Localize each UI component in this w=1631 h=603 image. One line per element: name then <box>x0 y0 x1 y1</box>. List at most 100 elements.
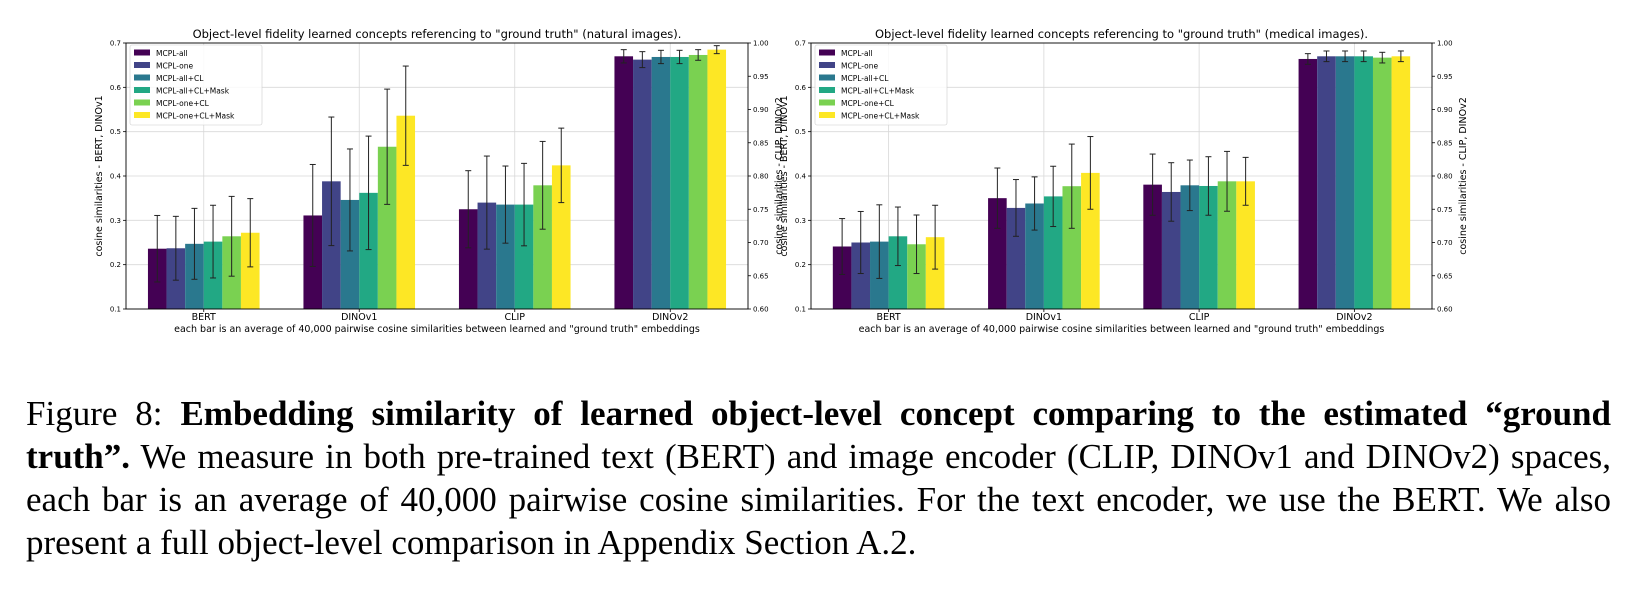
x-tick-label: BERT <box>192 312 216 323</box>
y-axis-label-left: cosine similarities - BERT, DINOv1 <box>779 95 790 256</box>
legend-swatch <box>819 87 835 93</box>
bar <box>988 198 1007 309</box>
x-axis-label: each bar is an average of 40,000 pairwis… <box>174 324 700 335</box>
y-tick-label-right: 0.95 <box>753 73 769 81</box>
y-tick-label-left: 0.7 <box>110 40 121 48</box>
chart-title: Object-level fidelity learned concepts r… <box>193 27 682 41</box>
bar <box>670 56 689 310</box>
bar <box>533 185 552 309</box>
y-tick-label-right: 0.85 <box>1437 139 1453 147</box>
chart-panel-1: 0.1 0.2 0.3 0.4 0.5 0.6 0.7 0.60 0.65 0.70 0.75 0.8… <box>94 27 785 335</box>
legend-swatch <box>134 112 150 118</box>
legend-label: MCPL-all+CL+Mask <box>156 87 230 96</box>
y-tick-label-right: 0.80 <box>1437 173 1453 181</box>
legend-label: MCPL-one+CL <box>156 99 210 108</box>
legend-swatch <box>134 87 150 93</box>
y-tick-label-left: 0.1 <box>795 306 806 314</box>
legend-label: MCPL-all <box>156 49 188 58</box>
y-tick-label-left: 0.5 <box>110 128 121 136</box>
legend-swatch <box>134 62 150 68</box>
legend-swatch <box>819 74 835 81</box>
legend-label: MCPL-one <box>156 62 193 71</box>
legend-swatch <box>134 99 150 106</box>
figure-caption: Figure 8: Embedding similarity of learne… <box>26 392 1611 564</box>
y-tick-label-left: 0.4 <box>795 173 807 181</box>
y-axis-label-right: cosine similarities - CLIP, DINOv2 <box>1458 97 1469 255</box>
y-tick-label-left: 0.7 <box>795 40 806 48</box>
y-tick-label-right: 0.65 <box>753 272 769 280</box>
bar <box>1317 56 1336 309</box>
y-tick-label-right: 0.85 <box>753 139 769 147</box>
x-tick-label: DINOv1 <box>341 312 377 323</box>
legend-label: MCPL-one+CL <box>841 99 895 108</box>
x-tick-label: BERT <box>877 312 901 323</box>
y-tick-label-right: 1.00 <box>753 40 769 48</box>
y-tick-label-right: 0.90 <box>753 106 769 114</box>
bar <box>1161 191 1181 309</box>
bar <box>888 236 908 309</box>
y-tick-label-left: 0.3 <box>795 217 806 225</box>
y-tick-label-right: 0.75 <box>753 206 769 214</box>
bar <box>614 56 634 309</box>
legend-swatch <box>134 74 150 81</box>
bar <box>907 244 926 309</box>
bar <box>1335 56 1355 309</box>
bar <box>396 115 416 309</box>
y-tick-label-right: 0.90 <box>1437 106 1453 114</box>
bar <box>551 165 571 309</box>
bar <box>1199 185 1218 309</box>
bar <box>1298 58 1318 310</box>
legend-swatch <box>819 99 835 106</box>
y-tick-label-left: 0.2 <box>110 261 121 269</box>
y-tick-label-right: 0.60 <box>1437 306 1453 314</box>
bar <box>1062 186 1082 309</box>
chart-title: Object-level fidelity learned concepts r… <box>875 27 1368 41</box>
x-axis-label: each bar is an average of 40,000 pairwis… <box>859 324 1385 335</box>
bar <box>1372 57 1392 309</box>
legend: MCPL-all MCPL-one MCPL-all+CL MCPL-all+CL+M… <box>129 44 263 126</box>
y-tick-label-right: 0.80 <box>753 173 769 181</box>
bar <box>925 237 945 309</box>
legend-swatch <box>819 49 835 56</box>
legend-swatch <box>819 112 835 118</box>
bar <box>514 204 534 309</box>
bar <box>1043 196 1063 309</box>
y-tick-label-right: 0.65 <box>1437 272 1453 280</box>
y-tick-label-left: 0.6 <box>795 84 807 92</box>
legend-swatch <box>819 62 835 68</box>
caption-bold-title: Embedding similarity of learned object-l… <box>26 394 1611 476</box>
caption-body: We measure in both pre-trained text (BER… <box>26 437 1611 562</box>
legend-label: MCPL-all+CL <box>156 74 204 83</box>
bar <box>851 242 871 309</box>
y-tick-label-left: 0.6 <box>110 84 122 92</box>
y-tick-label-right: 0.75 <box>1437 206 1453 214</box>
y-axis-label-left: cosine similarities - BERT, DINOv1 <box>94 95 105 256</box>
bar <box>651 56 671 310</box>
bar <box>1180 185 1200 309</box>
y-tick-label-right: 0.70 <box>1437 239 1453 247</box>
y-axis-label-right: cosine similarities - CLIP, DINOv2 <box>774 97 785 255</box>
legend-label: MCPL-all+CL+Mask <box>841 87 915 96</box>
x-tick-label: DINOv2 <box>1336 312 1372 323</box>
legend: MCPL-all MCPL-one MCPL-all+CL MCPL-all+CL+M… <box>814 44 948 126</box>
bar <box>496 204 515 309</box>
bar <box>1081 172 1100 309</box>
bar <box>1143 184 1162 309</box>
y-tick-label-left: 0.3 <box>110 217 121 225</box>
legend-label: MCPL-one <box>841 62 878 71</box>
legend-label: MCPL-all+CL <box>841 74 889 83</box>
legend-label: MCPL-one+CL+Mask <box>156 112 235 121</box>
bar <box>377 146 397 309</box>
x-tick-label: CLIP <box>1189 312 1210 323</box>
legend-label: MCPL-one+CL+Mask <box>841 112 920 121</box>
y-tick-label-right: 0.95 <box>1437 73 1453 81</box>
bar <box>477 202 497 309</box>
legend-box <box>814 44 948 126</box>
bar <box>359 192 378 309</box>
x-tick-label: DINOv1 <box>1026 312 1062 323</box>
y-tick-label-left: 0.1 <box>110 306 121 314</box>
bar <box>240 232 260 309</box>
chart-panel-2: 0.1 0.2 0.3 0.4 0.5 0.6 0.7 0.60 0.65 0.70 0.75 0.8… <box>779 27 1469 335</box>
bar <box>458 209 478 309</box>
bar <box>1391 56 1411 309</box>
